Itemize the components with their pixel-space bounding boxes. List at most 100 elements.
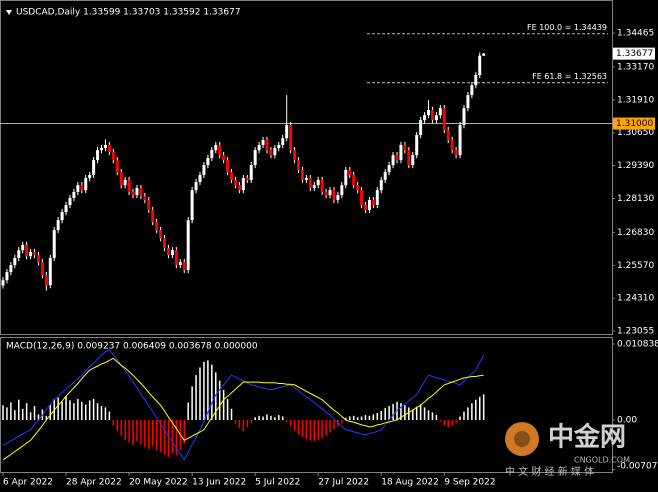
candle-body: [257, 144, 261, 151]
macd-histogram-bar: [211, 364, 213, 421]
macd-histogram-bar: [376, 412, 379, 421]
candle-body: [72, 191, 76, 198]
candle-body: [174, 250, 178, 266]
candle-body: [151, 209, 155, 222]
x-tick-label: 28 Apr 2022: [66, 478, 122, 488]
candle-body: [182, 262, 186, 271]
macd-histogram-bar: [293, 420, 296, 431]
macd-signal-line: [2, 357, 484, 461]
x-tick-label: 18 Aug 2022: [381, 478, 439, 488]
candle-body: [427, 109, 431, 116]
macd-histogram-bar: [459, 416, 461, 421]
macd-histogram-bar: [167, 420, 170, 458]
y-tick-label: 1.34465: [617, 29, 654, 39]
macd-histogram-bar: [372, 414, 375, 421]
macd-histogram-bar: [392, 403, 394, 421]
candle-body: [88, 174, 92, 179]
macd-histogram-bar: [151, 420, 154, 446]
x-tick-label: 27 Jul 2022: [318, 478, 369, 488]
macd-histogram-bar: [187, 402, 189, 421]
macd-histogram-bar: [423, 407, 426, 421]
macd-histogram-bar: [352, 415, 355, 421]
candle-body: [198, 174, 202, 183]
macd-histogram-bar: [18, 399, 20, 421]
macd-histogram-bar: [234, 420, 237, 425]
macd-histogram-bar: [29, 412, 32, 421]
macd-histogram-bar: [226, 398, 229, 421]
macd-histogram-bar: [305, 420, 308, 439]
macd-panel-frame: [0, 337, 613, 473]
candle-body: [446, 130, 450, 140]
candle-body: [261, 139, 265, 145]
macd-histogram-bar: [21, 408, 24, 421]
candle-body: [1, 280, 5, 286]
candle-body: [395, 155, 399, 161]
y-tick-label: 1.29390: [617, 161, 654, 171]
macd-histogram-bar: [171, 420, 174, 454]
price-chart-title: USDCAD,Daily 1.33599 1.33703 1.33592 1.3…: [16, 8, 241, 18]
macd-histogram-bar: [124, 420, 126, 441]
candle-body: [356, 185, 360, 191]
macd-histogram-bar: [222, 389, 225, 421]
macd-histogram-bar: [266, 414, 268, 421]
x-tick-label: 13 Jun 2022: [192, 478, 246, 488]
macd-histogram-bar: [195, 375, 197, 421]
candle-body: [206, 158, 210, 166]
candle-body: [241, 178, 245, 191]
macd-histogram-bar: [297, 420, 300, 435]
macd-histogram-bar: [274, 417, 276, 421]
macd-histogram-bar: [356, 417, 359, 421]
candle-body: [135, 188, 139, 196]
y-tick-label: 0.010838: [617, 340, 658, 350]
candle-body: [13, 258, 17, 266]
candle-body: [340, 185, 344, 196]
macd-histogram-bar: [104, 407, 107, 421]
candle-body: [170, 250, 174, 256]
candle-body: [391, 155, 395, 166]
macd-histogram-bar: [2, 405, 4, 421]
candle-body: [194, 182, 198, 191]
macd-histogram-bar: [451, 420, 453, 426]
candle-body: [249, 165, 253, 180]
macd-histogram-bar: [412, 409, 414, 421]
macd-histogram-bar: [400, 403, 402, 421]
candle-body: [363, 205, 367, 210]
candle-body: [297, 160, 300, 171]
y-tick-label: 1.23055: [617, 326, 654, 336]
candle-body: [442, 108, 446, 131]
candle-body: [233, 179, 237, 186]
macd-histogram-bar: [408, 407, 410, 421]
macd-histogram-bar: [92, 398, 95, 421]
candle-body: [348, 170, 352, 175]
macd-histogram-bar: [203, 361, 205, 421]
macd-histogram-bar: [148, 420, 150, 449]
candle-body: [482, 53, 486, 56]
macd-histogram-bar: [25, 403, 28, 421]
candle-body: [430, 109, 434, 121]
macd-histogram-bar: [281, 416, 284, 421]
macd-histogram-bar: [250, 420, 252, 424]
candle-body: [48, 258, 52, 286]
macd-histogram-bar: [262, 416, 264, 421]
y-tick-label: -0.007072: [617, 462, 658, 472]
level-label-box: [613, 117, 655, 130]
y-tick-label: 1.24310: [617, 294, 654, 304]
candle-body: [226, 160, 230, 173]
x-tick-label: 6 Apr 2022: [3, 478, 53, 488]
macd-histogram-bar: [388, 405, 390, 421]
x-tick-label: 9 Sep 2022: [444, 478, 495, 488]
candle-body: [328, 190, 332, 196]
candle-body: [438, 108, 442, 116]
watermark-logo-inner: [514, 431, 530, 447]
candle-body: [111, 152, 115, 161]
candle-body: [100, 148, 103, 151]
candle-body: [466, 95, 470, 109]
macd-histogram-bar: [368, 415, 371, 421]
macd-histogram-bar: [289, 420, 292, 427]
candle-body: [411, 155, 415, 166]
macd-histogram-bar: [218, 380, 221, 421]
candle-body: [379, 179, 383, 191]
candle-body: [383, 172, 387, 180]
macd-histogram-bar: [120, 420, 122, 436]
macd-histogram-bar: [191, 386, 193, 421]
